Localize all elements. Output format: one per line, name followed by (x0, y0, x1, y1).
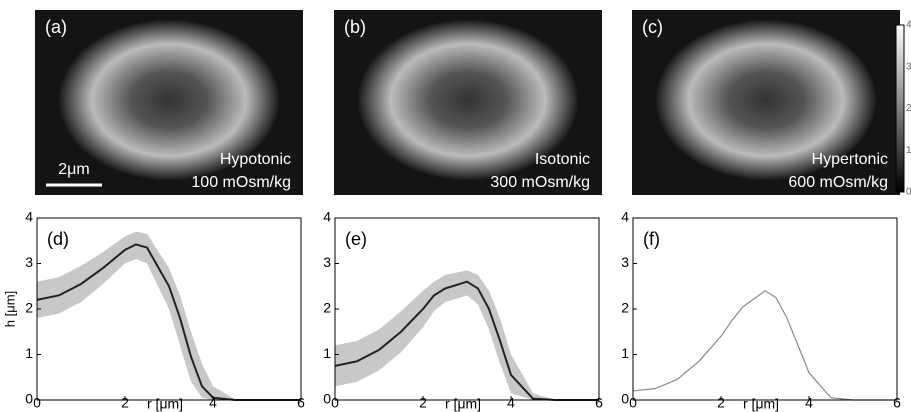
colorbar-tick-label: 2 (906, 103, 911, 114)
y-tick-label: 0 (25, 391, 33, 407)
plot-frame (334, 217, 600, 401)
x-axis-label: r [μm] (147, 396, 183, 412)
y-tick-label: 4 (621, 209, 629, 225)
data-line (632, 290, 897, 401)
y-tick-label: 1 (621, 345, 629, 361)
x-tick-label: 2 (419, 395, 427, 411)
y-tick-label: 1 (323, 345, 331, 361)
panel-label: (c) (642, 17, 663, 37)
osmolality-label: 600 mOsm/kg (788, 174, 888, 191)
osmolality-label: 300 mOsm/kg (490, 174, 590, 191)
y-tick-label: 3 (25, 254, 33, 270)
y-tick-label: 0 (323, 391, 331, 407)
error-band (335, 270, 599, 400)
x-tick-label: 6 (893, 395, 901, 411)
y-tick-label: 3 (323, 254, 331, 270)
x-tick-label: 0 (33, 395, 41, 411)
colorbar (895, 24, 905, 193)
x-tick-label: 0 (331, 395, 339, 411)
colorbar-tick-label: 4 (906, 20, 911, 31)
x-tick-label: 4 (805, 395, 813, 411)
plot-frame (632, 217, 898, 401)
cell-image (358, 20, 578, 180)
x-tick-label: 6 (595, 395, 603, 411)
condition-label: Isotonic (535, 151, 590, 168)
y-tick-label: 0 (621, 391, 629, 407)
cell-image (59, 20, 279, 180)
colorbar-tick-label: 3 (906, 61, 911, 72)
x-axis-label: r [μm] (445, 396, 481, 412)
x-tick-label: 6 (297, 395, 305, 411)
data-line (36, 243, 301, 401)
scale-bar-label: 2μm (58, 161, 89, 178)
y-tick-label: 3 (621, 254, 629, 270)
condition-label: Hypotonic (220, 151, 291, 168)
panel-label: (e) (345, 229, 367, 249)
panel-label: (f) (643, 229, 660, 249)
colorbar-tick-label: 0 (906, 187, 911, 198)
x-tick-label: 2 (717, 395, 725, 411)
x-axis-label: r [μm] (743, 396, 779, 412)
osmolality-label: 100 mOsm/kg (191, 174, 291, 191)
y-tick-label: 4 (323, 209, 331, 225)
error-band (37, 231, 301, 400)
x-tick-label: 0 (629, 395, 637, 411)
data-line (334, 280, 599, 401)
colorbar-tick-label: 1 (906, 145, 911, 156)
x-tick-label: 2 (121, 395, 129, 411)
y-tick-label: 2 (25, 300, 33, 316)
panel-label: (d) (47, 229, 69, 249)
panel-label: (b) (344, 17, 366, 37)
y-axis-label: h [μm] (2, 291, 17, 327)
y-tick-label: 2 (323, 300, 331, 316)
x-tick-label: 4 (507, 395, 515, 411)
y-tick-label: 4 (25, 209, 33, 225)
cell-image (656, 20, 876, 180)
condition-label: Hypertonic (812, 151, 888, 168)
y-tick-label: 2 (621, 300, 629, 316)
x-tick-label: 4 (209, 395, 217, 411)
y-tick-label: 1 (25, 345, 33, 361)
panel-label: (a) (45, 17, 67, 37)
